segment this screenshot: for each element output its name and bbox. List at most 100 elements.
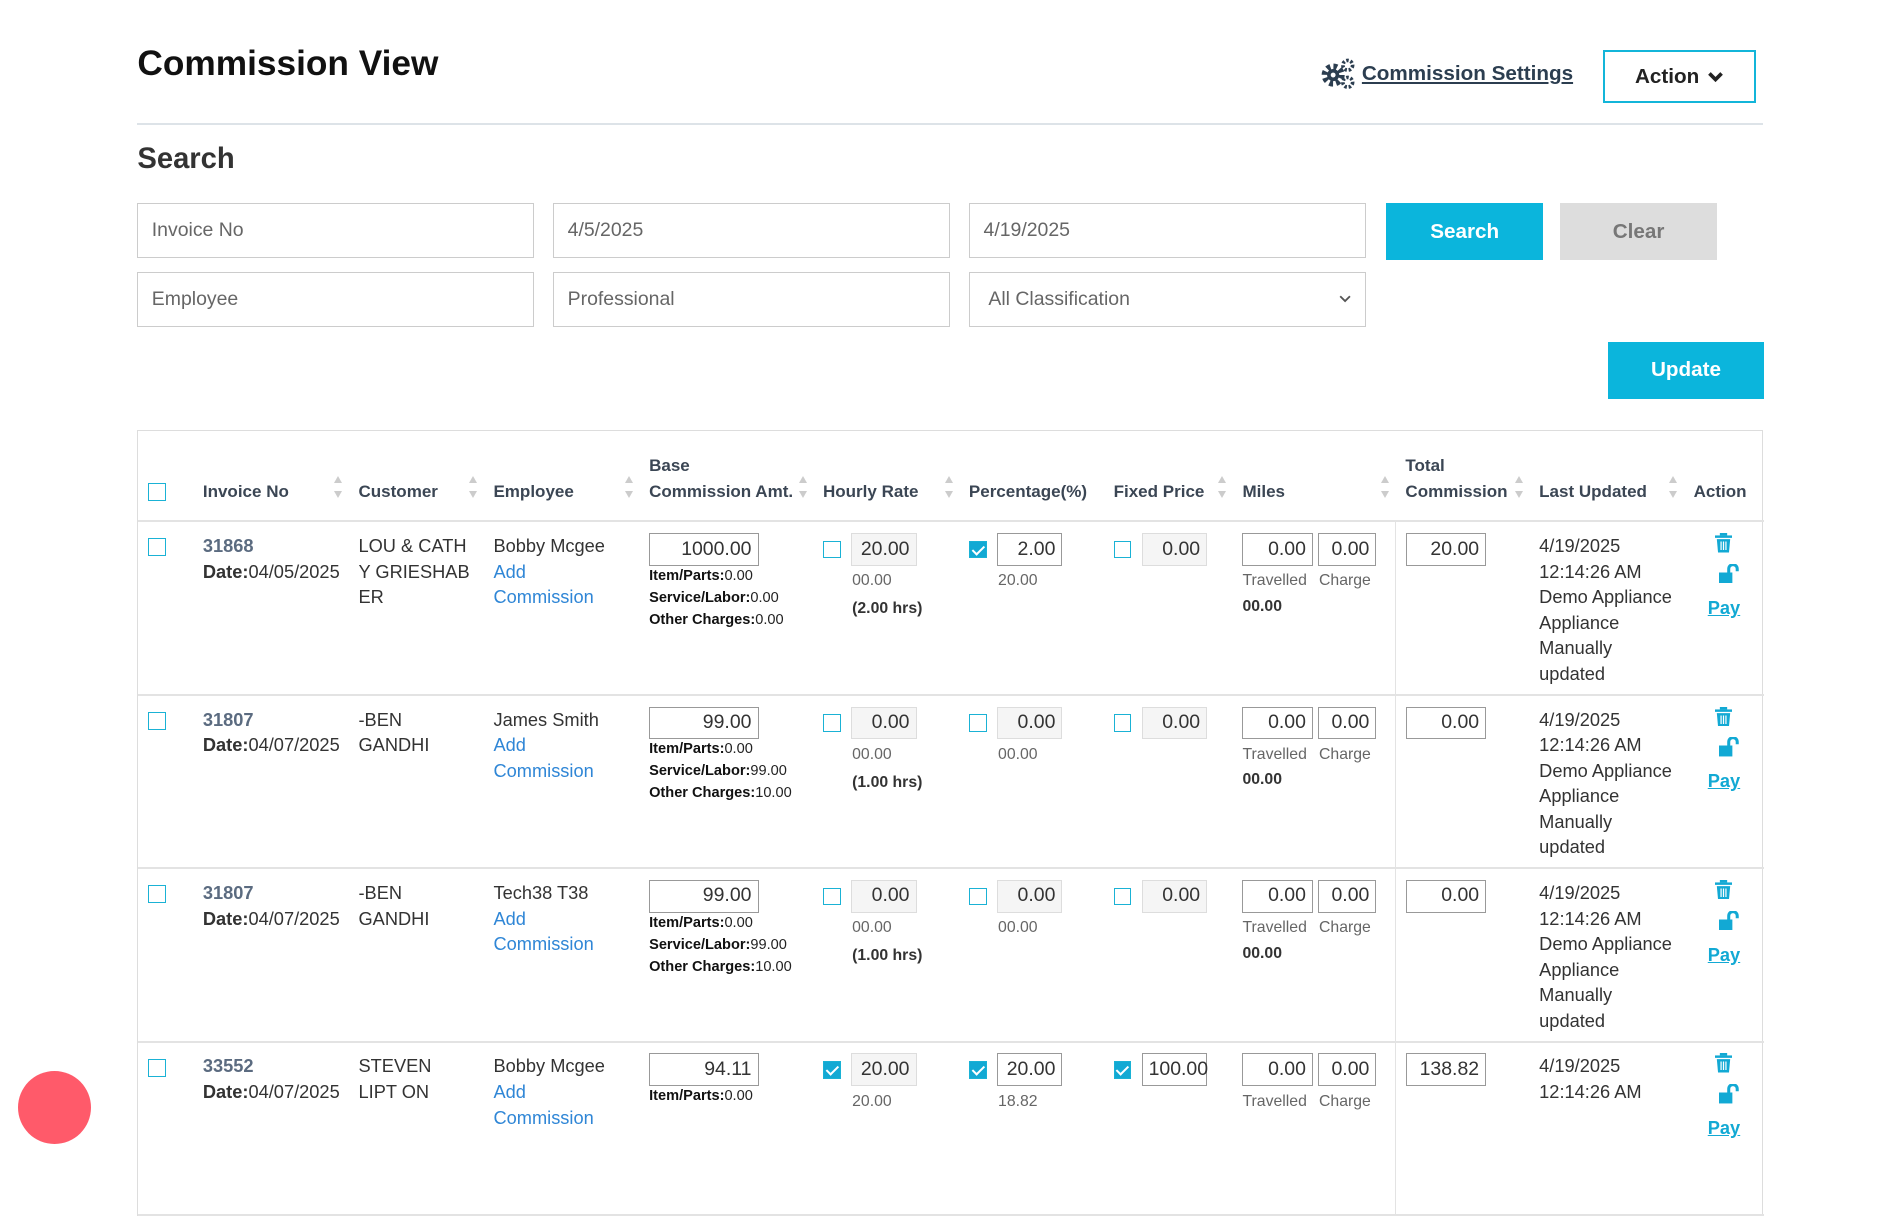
date-from-input[interactable]: 4/5/2025	[553, 203, 950, 258]
sort-icon[interactable]	[798, 476, 809, 499]
fixed-price-input[interactable]: 100.00	[1141, 1053, 1208, 1087]
total-commission-input[interactable]: 0.00	[1405, 706, 1487, 740]
sort-icon[interactable]	[1669, 476, 1679, 499]
commission-settings-label: Commission Settings	[1361, 62, 1574, 86]
hourly-checkbox[interactable]	[822, 1060, 841, 1079]
column-header[interactable]: Last Updated	[1529, 431, 1684, 523]
search-button[interactable]: Search	[1386, 203, 1544, 261]
pay-link[interactable]: Pay	[1707, 943, 1741, 965]
sort-icon[interactable]	[334, 476, 344, 499]
sort-icon[interactable]	[1381, 476, 1391, 499]
row-checkbox[interactable]	[148, 711, 166, 730]
miles-travelled-input[interactable]: 0.00	[1242, 533, 1313, 566]
sort-icon[interactable]	[1514, 476, 1525, 499]
unlock-icon[interactable]	[1706, 1083, 1755, 1110]
hourly-checkbox[interactable]	[822, 714, 841, 732]
hourly-rate-input[interactable]: 20.00	[850, 533, 917, 566]
invoice-link[interactable]: 31868	[202, 535, 254, 557]
pay-link[interactable]: Pay	[1707, 770, 1741, 792]
fixed-price-checkbox[interactable]	[1113, 887, 1132, 906]
fixed-price-input[interactable]: 0.00	[1141, 706, 1208, 740]
trash-icon[interactable]	[1694, 880, 1755, 906]
miles-travelled-input[interactable]: 0.00	[1242, 880, 1313, 913]
column-header[interactable]: Action	[1683, 431, 1765, 523]
miles-charge-input[interactable]: 0.00	[1318, 1053, 1377, 1087]
row-checkbox[interactable]	[148, 1058, 166, 1077]
miles-charge-input[interactable]: 0.00	[1318, 880, 1377, 913]
column-header[interactable]: Invoice No	[193, 431, 349, 523]
fixed-price-checkbox[interactable]	[1113, 540, 1132, 559]
fixed-price-input[interactable]: 0.00	[1141, 880, 1208, 913]
sort-icon[interactable]	[624, 476, 635, 499]
employee-input[interactable]: Employee	[137, 272, 534, 328]
miles-charge-input[interactable]: 0.00	[1318, 706, 1377, 740]
clear-button[interactable]: Clear	[1560, 203, 1717, 261]
percentage-input[interactable]: 0.00	[996, 706, 1063, 740]
percentage-input[interactable]: 20.00	[996, 1053, 1063, 1087]
invoice-link[interactable]: 31807	[202, 882, 254, 904]
add-commission-link[interactable]: Add Commission	[493, 907, 594, 955]
fixed-price-checkbox[interactable]	[1113, 1060, 1132, 1079]
total-commission-input[interactable]: 0.00	[1405, 880, 1487, 913]
column-header[interactable]: Percentage(%)	[959, 431, 1104, 523]
column-header[interactable]: Total Commission	[1395, 431, 1530, 523]
pay-link[interactable]: Pay	[1707, 596, 1741, 618]
column-header[interactable]: Customer	[348, 431, 484, 523]
hourly-checkbox[interactable]	[822, 887, 841, 906]
sort-icon[interactable]	[944, 476, 955, 499]
chat-widget-button[interactable]	[18, 1071, 92, 1145]
professional-input[interactable]: Professional	[553, 272, 950, 328]
fixed-price-input[interactable]: 0.00	[1141, 533, 1208, 566]
unlock-icon[interactable]	[1706, 736, 1755, 763]
select-all-checkbox[interactable]	[148, 483, 166, 502]
column-header[interactable]: Miles	[1232, 431, 1396, 523]
hourly-rate-input[interactable]: 0.00	[850, 706, 917, 740]
add-commission-link[interactable]: Add Commission	[493, 1080, 594, 1128]
hourly-rate-input[interactable]: 0.00	[850, 880, 917, 913]
base-commission-input[interactable]: 94.11	[649, 1053, 759, 1087]
column-header[interactable]: Fixed Price	[1103, 431, 1233, 523]
invoice-link[interactable]: 31807	[202, 708, 254, 730]
column-header[interactable]: Base Commission Amt.	[639, 431, 814, 523]
percentage-input[interactable]: 2.00	[996, 533, 1063, 566]
date-to-input[interactable]: 4/19/2025	[969, 203, 1366, 258]
base-commission-input[interactable]: 99.00	[649, 880, 759, 913]
unlock-icon[interactable]	[1706, 909, 1755, 937]
miles-charge-input[interactable]: 0.00	[1318, 533, 1377, 566]
percentage-checkbox[interactable]	[968, 540, 987, 559]
base-commission-input[interactable]: 99.00	[649, 706, 759, 740]
hourly-rate-input[interactable]: 20.00	[850, 1053, 917, 1087]
trash-icon[interactable]	[1694, 1053, 1755, 1079]
classification-select[interactable]: All Classification	[969, 272, 1366, 328]
add-commission-link[interactable]: Add Commission	[493, 734, 594, 781]
pay-link[interactable]: Pay	[1707, 1117, 1741, 1139]
sort-icon[interactable]	[469, 476, 479, 499]
column-header[interactable]: Hourly Rate	[813, 431, 960, 523]
invoice-link[interactable]: 33552	[202, 1055, 254, 1077]
percentage-checkbox[interactable]	[968, 887, 987, 906]
fixed-price-checkbox[interactable]	[1113, 714, 1132, 732]
row-checkbox[interactable]	[148, 885, 166, 904]
add-commission-link[interactable]: Add Commission	[493, 560, 594, 608]
percentage-checkbox[interactable]	[968, 714, 987, 732]
commission-settings-link[interactable]: Commission Settings	[1321, 58, 1574, 90]
total-commission-input[interactable]: 20.00	[1405, 533, 1487, 566]
miles-travelled-input[interactable]: 0.00	[1242, 1053, 1313, 1087]
row-checkbox[interactable]	[148, 538, 166, 557]
invoice-date: 04/07/2025	[248, 907, 340, 929]
update-button[interactable]: Update	[1607, 341, 1765, 399]
sort-icon[interactable]	[1218, 476, 1228, 499]
column-header[interactable]: Employee	[483, 431, 640, 523]
trash-icon[interactable]	[1694, 706, 1755, 733]
hourly-checkbox[interactable]	[822, 540, 841, 559]
invoice-no-input[interactable]: Invoice No	[137, 203, 534, 258]
action-dropdown-button[interactable]: Action	[1602, 49, 1756, 104]
percentage-checkbox[interactable]	[968, 1060, 987, 1079]
trash-icon[interactable]	[1694, 533, 1755, 559]
unlock-icon[interactable]	[1706, 563, 1755, 590]
percentage-input[interactable]: 0.00	[996, 880, 1063, 913]
employee-name: Bobby Mcgee	[493, 1055, 605, 1077]
total-commission-input[interactable]: 138.82	[1405, 1053, 1487, 1087]
miles-travelled-input[interactable]: 0.00	[1242, 706, 1313, 740]
base-commission-input[interactable]: 1000.00	[649, 533, 759, 566]
